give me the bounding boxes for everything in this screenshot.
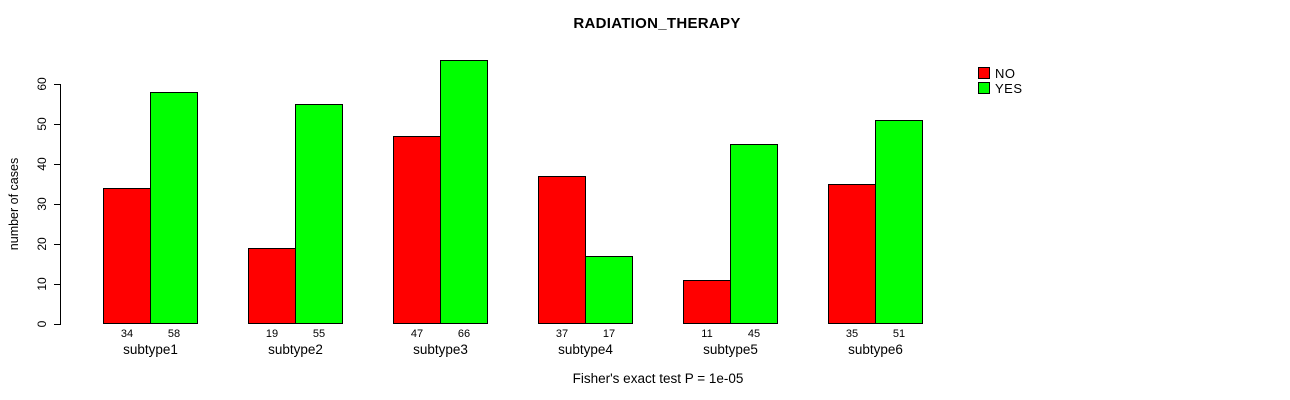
bar-no-subtype5 xyxy=(683,280,731,324)
y-axis-tick-label: 60 xyxy=(35,77,49,91)
y-axis-tick xyxy=(54,284,60,285)
y-axis-line xyxy=(60,84,61,325)
category-label-subtype5: subtype5 xyxy=(703,342,758,357)
bar-value-label: 34 xyxy=(120,328,134,340)
bar-value-label: 55 xyxy=(312,328,326,340)
bar-no-subtype6 xyxy=(828,184,876,324)
y-axis-tick xyxy=(54,164,60,165)
bar-yes-subtype1 xyxy=(150,92,198,324)
bar-value-label: 58 xyxy=(167,328,181,340)
bar-value-label: 45 xyxy=(747,328,761,340)
category-label-subtype3: subtype3 xyxy=(413,342,468,357)
bar-value-label: 37 xyxy=(555,328,569,340)
legend-item-no: NO xyxy=(978,65,1023,81)
y-axis-tick-label: 10 xyxy=(35,277,49,291)
chart-title: RADIATION_THERAPY xyxy=(573,15,741,32)
y-axis-tick-label: 40 xyxy=(35,157,49,171)
bar-value-label: 47 xyxy=(410,328,424,340)
bar-yes-subtype3 xyxy=(440,60,488,324)
y-axis-tick-label: 20 xyxy=(35,237,49,251)
bar-value-label: 51 xyxy=(892,328,906,340)
legend-swatch-yes-icon xyxy=(978,82,990,94)
bar-yes-subtype4 xyxy=(585,256,633,324)
y-axis-tick-label: 50 xyxy=(35,117,49,131)
y-axis-tick xyxy=(54,324,60,325)
y-axis-tick xyxy=(54,244,60,245)
bar-value-label: 66 xyxy=(457,328,471,340)
y-axis-title: number of cases xyxy=(7,157,21,251)
bar-value-label: 11 xyxy=(701,328,713,340)
legend-label-yes: YES xyxy=(995,80,1023,96)
legend-swatch-no-icon xyxy=(978,67,990,79)
category-label-subtype1: subtype1 xyxy=(123,342,178,357)
y-axis-tick xyxy=(54,204,60,205)
category-label-subtype6: subtype6 xyxy=(848,342,903,357)
bar-yes-subtype5 xyxy=(730,144,778,324)
legend-label-no: NO xyxy=(995,65,1016,81)
bar-yes-subtype6 xyxy=(875,120,923,324)
bar-yes-subtype2 xyxy=(295,104,343,324)
bar-no-subtype2 xyxy=(248,248,296,324)
bar-no-subtype1 xyxy=(103,188,151,324)
bar-value-label: 19 xyxy=(265,328,279,340)
legend-item-yes: YES xyxy=(978,80,1023,96)
legend: NO YES xyxy=(978,66,1023,96)
category-label-subtype2: subtype2 xyxy=(268,342,323,357)
y-axis-tick-label: 0 xyxy=(35,320,49,328)
bar-no-subtype3 xyxy=(393,136,441,324)
bar-value-label: 35 xyxy=(845,328,859,340)
category-label-subtype4: subtype4 xyxy=(558,342,613,357)
y-axis-tick xyxy=(54,84,60,85)
y-axis-tick xyxy=(54,124,60,125)
footnote: Fisher's exact test P = 1e-05 xyxy=(572,371,744,386)
bar-no-subtype4 xyxy=(538,176,586,324)
bar-value-label: 17 xyxy=(602,328,616,340)
y-axis-tick-label: 30 xyxy=(35,197,49,211)
